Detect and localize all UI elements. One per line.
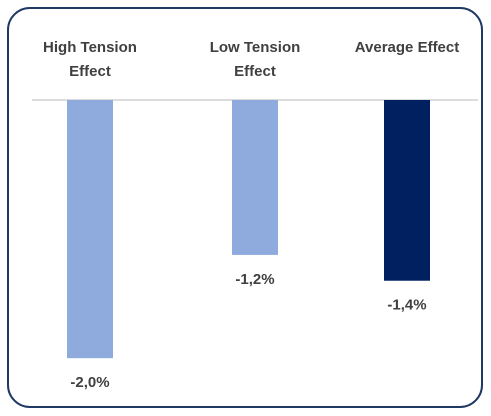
value-label: -1,4%	[387, 297, 426, 314]
bar	[384, 100, 430, 281]
value-label: -1,2%	[235, 271, 274, 288]
category-label: Low Tension Effect	[209, 39, 301, 80]
value-label: -2,0%	[70, 374, 109, 391]
bar	[67, 100, 113, 359]
category-label: High Tension Effect	[43, 39, 137, 80]
category-label: Average Effect	[354, 39, 460, 56]
bar	[232, 100, 278, 255]
